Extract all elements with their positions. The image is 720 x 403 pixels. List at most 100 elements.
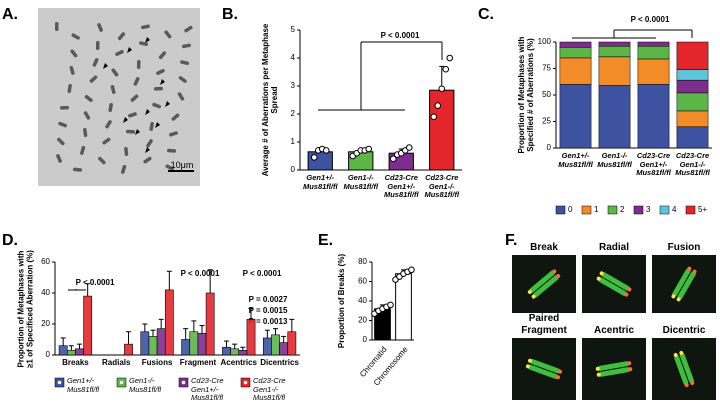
telomere bbox=[558, 369, 563, 374]
y-tick-label: 5 bbox=[291, 25, 296, 34]
panel-label: B. bbox=[222, 6, 238, 23]
x-tick-label: Gen1+/- Mus81fl/fl bbox=[302, 173, 338, 191]
bar-segment bbox=[676, 126, 709, 149]
chromosome bbox=[55, 22, 59, 31]
x-tick-label: Fusions bbox=[142, 358, 173, 367]
y-axis-label: Proportion of Breaks (%) bbox=[337, 253, 347, 349]
x-tick-label: Cd23-Cre Gen1-/- Mus81fl/fl bbox=[424, 173, 460, 200]
legend-dot bbox=[57, 380, 62, 385]
bar bbox=[164, 289, 174, 356]
legend-swatch bbox=[685, 205, 696, 215]
telomere bbox=[671, 294, 676, 299]
bar-segment bbox=[637, 45, 670, 60]
bar bbox=[83, 295, 93, 356]
bar-segment bbox=[637, 84, 670, 149]
telomere bbox=[595, 366, 600, 371]
p-value: P < 0.0001 bbox=[243, 269, 282, 278]
chromosome bbox=[58, 121, 68, 128]
telomere bbox=[527, 289, 532, 294]
chromosome bbox=[67, 83, 72, 93]
chromosome bbox=[56, 137, 65, 146]
x-tick-label: Gen1-/- Mus81fl/fl bbox=[597, 151, 632, 169]
data-point bbox=[310, 154, 318, 161]
chromosome bbox=[69, 65, 75, 75]
bar bbox=[246, 319, 256, 356]
telomere bbox=[624, 292, 629, 297]
chromosome bbox=[184, 25, 193, 33]
telomere bbox=[596, 276, 601, 281]
bar bbox=[429, 89, 455, 171]
bar-segment bbox=[559, 57, 592, 85]
x-tick-label: Gen1+/- Mus81fl/fl bbox=[558, 151, 593, 169]
bar bbox=[58, 345, 68, 356]
bar bbox=[75, 348, 84, 356]
telomere bbox=[679, 350, 684, 355]
telomere bbox=[627, 287, 632, 292]
bar-segment bbox=[598, 45, 631, 58]
bar-segment bbox=[676, 92, 709, 112]
image-tile bbox=[652, 255, 716, 313]
chromosome bbox=[146, 139, 153, 148]
image-label: Dicentric bbox=[662, 324, 706, 336]
bar bbox=[140, 331, 150, 356]
telomere bbox=[556, 375, 561, 380]
data-point bbox=[434, 102, 442, 109]
chromatid bbox=[533, 275, 559, 298]
y-tick-label: 0 bbox=[363, 335, 368, 344]
data-point bbox=[322, 147, 330, 154]
bar bbox=[262, 337, 272, 356]
y-tick-label: 40 bbox=[358, 296, 367, 305]
x-tick-label: Cd23-Cre Gen1+/- Mus81fl/fl bbox=[636, 151, 671, 178]
data-point bbox=[365, 145, 373, 153]
bar bbox=[287, 331, 297, 356]
chromatid bbox=[598, 367, 631, 377]
bar bbox=[271, 334, 280, 356]
image-label: Paired Fragment bbox=[521, 313, 567, 336]
y-axis-label: Proportion of Metaphases with ≥1 of Spec… bbox=[15, 249, 34, 368]
chromosome bbox=[153, 86, 163, 91]
x-tick-label: Fragment bbox=[180, 358, 217, 367]
legend-label: 1 bbox=[594, 205, 599, 214]
telomere bbox=[692, 269, 697, 274]
chromosome bbox=[165, 164, 174, 171]
bar-segment bbox=[637, 41, 670, 47]
chromosome bbox=[171, 113, 180, 121]
y-tick-label: 25 bbox=[542, 117, 551, 126]
bar bbox=[156, 328, 166, 356]
telomere bbox=[673, 352, 678, 357]
x-tick-label: Acentrics bbox=[221, 358, 258, 367]
y-tick-label: 40 bbox=[41, 288, 50, 297]
image-label: Radial bbox=[598, 241, 629, 253]
panel-label: F. bbox=[505, 232, 518, 249]
arrowhead bbox=[145, 37, 150, 43]
legend-label: 5+ bbox=[698, 205, 707, 214]
chromosome bbox=[95, 40, 100, 50]
chromosome bbox=[164, 30, 172, 39]
arrowhead bbox=[165, 101, 170, 107]
bar-segment bbox=[676, 79, 709, 94]
chromosome bbox=[136, 59, 141, 69]
chromosome bbox=[83, 111, 91, 120]
chromosome bbox=[59, 105, 69, 110]
data-point bbox=[389, 155, 397, 163]
chromosome bbox=[178, 76, 187, 83]
image-label: Break bbox=[530, 241, 558, 253]
arrowhead bbox=[103, 63, 108, 69]
legend-dot bbox=[243, 380, 248, 385]
chromosome bbox=[143, 156, 152, 164]
p-value: P = 0.0013 bbox=[249, 317, 288, 326]
chromosome bbox=[70, 49, 78, 58]
image-tile bbox=[652, 338, 716, 400]
arrowhead bbox=[155, 122, 160, 128]
chromosome bbox=[167, 148, 177, 153]
bar bbox=[222, 346, 231, 356]
arrowhead bbox=[145, 109, 150, 115]
arrowhead bbox=[160, 79, 165, 85]
legend-swatch bbox=[607, 205, 618, 215]
chromosome bbox=[89, 75, 98, 83]
p-value: P < 0.0001 bbox=[631, 15, 670, 24]
bar bbox=[230, 348, 240, 356]
telomere bbox=[676, 297, 681, 302]
chromatid bbox=[598, 277, 627, 296]
